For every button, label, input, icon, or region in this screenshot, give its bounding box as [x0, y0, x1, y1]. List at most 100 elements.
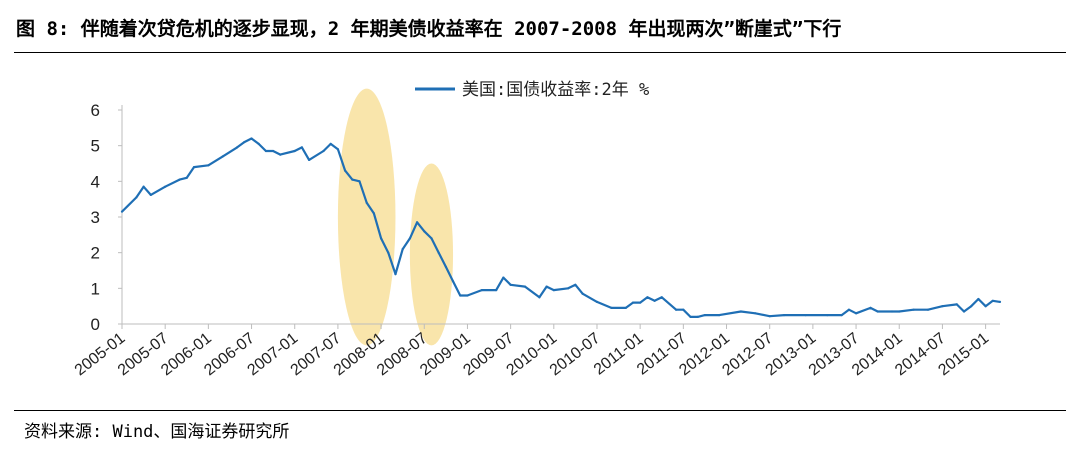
highlight-layer	[337, 88, 454, 346]
series-line-1	[121, 137, 1001, 318]
data-point	[646, 296, 649, 299]
line-chart: 01234562005-012005-072006-012006-072007-…	[72, 80, 1002, 379]
source-note: 资料来源: Wind、国海证券研究所	[24, 422, 290, 442]
data-point	[142, 185, 145, 188]
data-point	[754, 312, 757, 315]
data-point	[401, 248, 404, 251]
data-point	[164, 185, 167, 188]
data-point	[653, 299, 656, 302]
data-point	[279, 153, 282, 156]
data-point	[480, 289, 483, 292]
y-tick-label: 2	[91, 244, 100, 263]
data-point	[387, 251, 390, 254]
legend-label: 美国:国债收益率:2年 %	[462, 80, 649, 100]
data-point	[876, 310, 879, 313]
data-point	[689, 315, 692, 318]
data-point	[149, 193, 152, 196]
data-point	[451, 280, 455, 283]
data-point	[567, 287, 570, 290]
data-point	[595, 300, 599, 303]
source-rule	[14, 410, 1066, 411]
data-point	[444, 265, 447, 268]
data-point	[912, 308, 915, 311]
data-point	[380, 237, 383, 240]
data-point	[970, 305, 973, 308]
data-point	[552, 289, 555, 292]
y-tick-label: 1	[91, 279, 100, 298]
data-point	[264, 149, 267, 153]
data-point	[192, 166, 196, 169]
data-point	[682, 308, 685, 311]
data-point	[926, 308, 930, 311]
y-tick-label: 0	[91, 315, 100, 334]
data-point	[221, 155, 224, 158]
data-point	[329, 142, 332, 145]
data-point	[941, 305, 944, 308]
data-point	[185, 176, 188, 179]
data-point	[581, 292, 584, 295]
data-point	[610, 306, 613, 309]
data-point	[336, 148, 339, 151]
data-point	[847, 308, 851, 311]
data-point	[890, 310, 894, 313]
data-point	[416, 221, 419, 224]
title-rule	[14, 52, 1066, 53]
data-point	[293, 149, 296, 153]
data-point	[257, 142, 260, 145]
data-point	[394, 273, 397, 276]
y-tick-label: 5	[91, 137, 100, 156]
highlight-ellipse-1	[337, 88, 396, 346]
data-point	[308, 158, 311, 161]
data-point	[696, 315, 699, 318]
data-point	[855, 312, 858, 315]
data-point	[423, 230, 426, 233]
data-point	[739, 310, 743, 313]
data-point	[545, 285, 548, 288]
data-point	[840, 314, 843, 317]
data-point	[523, 285, 527, 288]
data-point	[804, 314, 807, 317]
data-point	[977, 297, 980, 301]
data-point	[624, 306, 627, 309]
data-point	[236, 146, 239, 149]
legend: 美国:国债收益率:2年 %	[415, 80, 649, 100]
data-point	[991, 299, 994, 302]
data-point	[509, 283, 512, 286]
data-point	[372, 212, 375, 215]
figure-title: 图 8: 伴随着次贷危机的逐步显现，2 年期美债收益率在 2007-2008 年…	[16, 18, 842, 40]
data-point	[783, 314, 786, 317]
data-point	[574, 283, 577, 286]
axes: 01234562005-012005-072006-012006-072007-…	[72, 101, 1000, 379]
highlight-ellipse-2	[409, 163, 454, 346]
y-tick-label: 6	[91, 101, 100, 120]
data-point	[675, 308, 678, 311]
data-point	[358, 180, 361, 183]
data-point	[120, 210, 124, 213]
data-point	[631, 301, 635, 304]
data-point	[344, 169, 347, 172]
data-point	[955, 303, 958, 306]
data-point	[351, 178, 354, 181]
y-tick-label: 3	[91, 208, 100, 227]
data-point	[300, 146, 303, 149]
data-point	[639, 301, 642, 304]
data-point	[962, 310, 966, 313]
data-point	[250, 137, 253, 140]
data-point	[135, 196, 138, 199]
data-point	[178, 178, 181, 181]
data-point	[502, 276, 505, 279]
data-point	[984, 305, 987, 308]
data-point	[408, 237, 411, 240]
data-point	[495, 289, 498, 292]
data-point	[430, 237, 433, 240]
data-point	[437, 251, 440, 254]
data-point	[869, 306, 872, 309]
data-point	[243, 141, 246, 144]
data-point	[703, 314, 707, 317]
data-point	[898, 310, 901, 313]
data-point	[459, 294, 462, 297]
data-point	[660, 296, 663, 299]
data-point	[466, 294, 469, 297]
data-point	[826, 314, 829, 317]
data-point	[998, 300, 1002, 303]
